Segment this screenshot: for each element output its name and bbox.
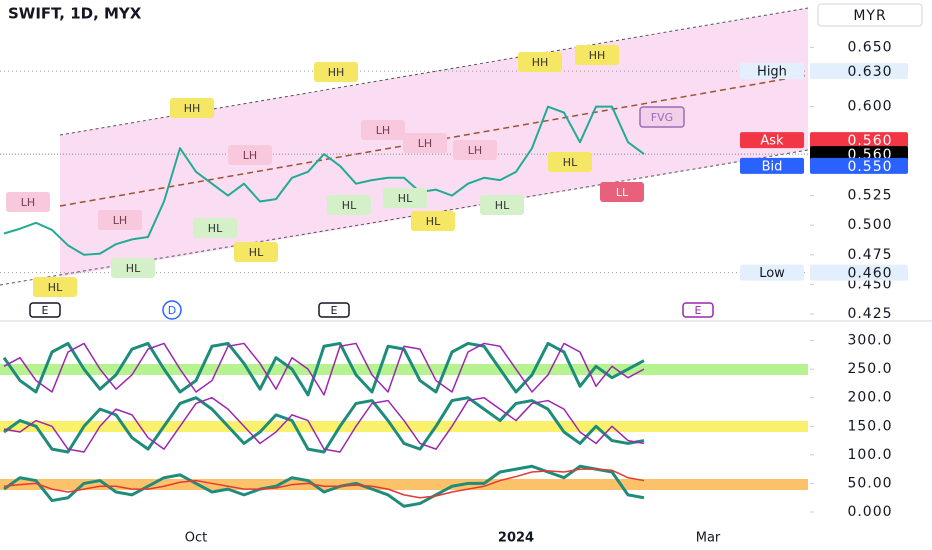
annotation-box <box>682 302 714 318</box>
annotation: LH <box>21 196 35 209</box>
series-line <box>3 468 645 499</box>
channel-lower <box>0 149 809 286</box>
annotation-box <box>98 210 142 230</box>
series-line <box>3 396 645 454</box>
annotation-box <box>639 106 685 128</box>
series-line <box>3 396 645 453</box>
y2-tick-label: 50.00 <box>847 475 892 491</box>
y-tick-label: 0.475 <box>847 247 892 263</box>
level-badge <box>740 264 804 281</box>
x-tick-label: Oct <box>185 531 207 546</box>
level-value-badge <box>810 63 908 80</box>
level-label: Low <box>759 266 785 281</box>
annotation: HL <box>208 222 223 235</box>
annotation: HL <box>48 281 63 294</box>
level-badge <box>740 132 804 149</box>
marker <box>162 300 182 320</box>
level-badge <box>740 157 804 174</box>
annotation: E <box>331 304 338 317</box>
series-line <box>2 341 645 397</box>
level-label: Ask <box>760 134 784 149</box>
y-tick-label: 0.500 <box>847 217 892 233</box>
annotation-box <box>403 133 447 153</box>
y2-tick-label: 300.0 <box>847 333 892 349</box>
y-tick-label: 0.425 <box>847 306 892 322</box>
x-tick-label: Mar <box>696 531 721 546</box>
y-tick-label: 0.650 <box>847 39 892 55</box>
band-yellow <box>0 421 808 432</box>
level-value: 0.560 <box>847 133 892 149</box>
annotation-box <box>193 218 237 238</box>
annotation: HH <box>328 66 345 79</box>
annotation: E <box>695 304 702 317</box>
annotation: E <box>42 304 49 317</box>
level-value-badge <box>810 157 908 174</box>
annotation-box <box>314 62 358 82</box>
annotation-box <box>327 195 371 215</box>
chart-title: SWIFT, 1D, MYX <box>8 5 142 23</box>
annotation: HL <box>495 199 510 212</box>
annotation-box <box>411 211 455 231</box>
annotation: HL <box>342 199 357 212</box>
y2-tick-label: 200.0 <box>847 390 892 406</box>
annotation: LH <box>243 149 257 162</box>
annotation-box <box>318 302 350 318</box>
series-line <box>3 342 645 396</box>
annotation: HL <box>398 192 413 205</box>
annotation: HL <box>426 215 441 228</box>
level-value: 0.460 <box>847 266 892 282</box>
annotation: HL <box>126 262 141 275</box>
y2-tick-label: 100.0 <box>847 447 892 463</box>
annotation-box <box>234 242 278 262</box>
series-line <box>3 464 645 508</box>
annotation-box <box>548 152 592 172</box>
series-line <box>3 105 645 256</box>
annotation-box <box>111 258 155 278</box>
annotation: LH <box>468 144 482 157</box>
annotation: HH <box>589 49 606 62</box>
annotation-box <box>575 45 619 65</box>
band-green <box>0 364 808 375</box>
level-value-badge <box>810 132 908 149</box>
annotation-box <box>6 192 50 212</box>
level-badge <box>740 63 804 80</box>
annotation: LH <box>376 124 390 137</box>
annotation: D <box>168 304 176 317</box>
annotation: LH <box>418 137 432 150</box>
level-label: Bid <box>762 159 783 174</box>
annotation: HL <box>249 246 264 259</box>
annotation-box <box>170 98 214 118</box>
currency: MYR <box>853 8 886 24</box>
x-tick-label: 2024 <box>498 531 534 546</box>
annotation: HL <box>563 156 578 169</box>
annotation-box <box>518 52 562 72</box>
y-tick-label: 0.525 <box>847 188 892 204</box>
annotation: LH <box>113 214 127 227</box>
annotation: FVG <box>651 111 673 124</box>
annotation: LL <box>616 186 629 199</box>
y2-tick-label: 150.0 <box>847 418 892 434</box>
annotation-box <box>383 188 427 208</box>
level-label: High <box>757 65 787 80</box>
currency-box[interactable] <box>817 3 923 27</box>
annotation-box <box>453 140 497 160</box>
annotation-box <box>33 277 77 297</box>
channel-mid <box>59 74 809 207</box>
annotation: HH <box>184 102 201 115</box>
y2-tick-label: 0.000 <box>847 504 892 520</box>
annotation-box <box>29 302 61 318</box>
annotation-box <box>361 120 405 140</box>
level-value: 0.550 <box>847 159 892 175</box>
annotation-box <box>228 145 272 165</box>
annotation-box <box>480 195 524 215</box>
annotation: HH <box>532 56 549 69</box>
level-value-badge <box>810 264 908 281</box>
band-orange <box>0 479 808 490</box>
level-value: 0.630 <box>847 64 892 80</box>
y2-tick-label: 250.0 <box>847 361 892 377</box>
y-tick-label: 0.600 <box>847 99 892 115</box>
annotation-box <box>600 182 644 202</box>
